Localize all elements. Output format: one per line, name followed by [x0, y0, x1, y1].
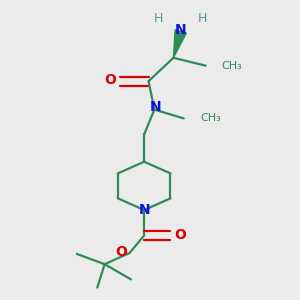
Text: CH₃: CH₃ [222, 61, 242, 71]
Text: O: O [104, 73, 116, 87]
Text: O: O [175, 229, 186, 242]
Text: CH₃: CH₃ [201, 113, 221, 123]
Text: N: N [175, 23, 187, 37]
Text: N: N [138, 203, 150, 217]
Polygon shape [173, 30, 186, 58]
Text: N: N [150, 100, 162, 114]
Text: H: H [154, 12, 164, 25]
Text: O: O [115, 245, 127, 259]
Text: H: H [197, 12, 207, 25]
